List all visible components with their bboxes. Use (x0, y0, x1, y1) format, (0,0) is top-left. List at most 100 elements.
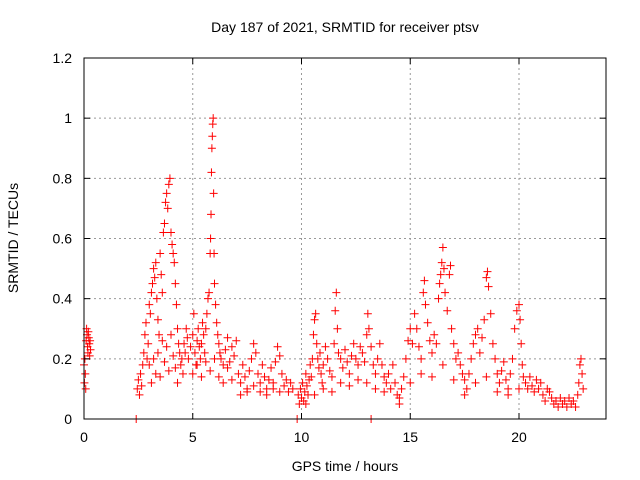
data-point (168, 240, 177, 249)
y-tick-label: 1.2 (53, 50, 73, 66)
data-point (447, 324, 456, 333)
data-point (212, 318, 221, 327)
data-point (554, 402, 563, 411)
data-point (371, 369, 380, 378)
data-point (382, 378, 391, 387)
data-point (486, 309, 495, 318)
data-point (420, 276, 429, 285)
data-point (207, 144, 216, 153)
data-point (206, 234, 215, 243)
y-tick-label: 0 (64, 411, 72, 427)
x-axis-label: GPS time / hours (292, 458, 399, 474)
data-point (399, 372, 408, 381)
data-point (223, 363, 232, 372)
data-point (213, 330, 222, 339)
data-point (449, 375, 458, 384)
data-point (153, 315, 162, 324)
data-point (135, 390, 144, 399)
x-tick-label: 15 (402, 429, 418, 445)
data-point (146, 309, 155, 318)
data-point (153, 348, 162, 357)
data-point (230, 351, 239, 360)
data-point (301, 369, 310, 378)
data-point (469, 339, 478, 348)
data-point (451, 354, 460, 363)
data-point (438, 360, 447, 369)
data-point (173, 324, 182, 333)
data-point (262, 390, 271, 399)
data-point (525, 372, 534, 381)
data-point (354, 360, 363, 369)
data-point (483, 267, 492, 276)
data-point (156, 372, 165, 381)
data-point (565, 393, 574, 402)
data-point (81, 369, 90, 378)
data-point (336, 378, 345, 387)
data-point (321, 342, 330, 351)
data-point (264, 375, 273, 384)
data-point (296, 384, 305, 393)
data-point (351, 354, 360, 363)
data-point (435, 279, 444, 288)
data-point (471, 378, 480, 387)
data-point (227, 342, 236, 351)
data-point (488, 339, 497, 348)
data-point (506, 369, 515, 378)
data-point (156, 249, 165, 258)
data-point (210, 249, 219, 258)
data-point (425, 336, 434, 345)
data-point (256, 378, 265, 387)
y-tick-label: 0.4 (53, 291, 73, 307)
data-point (319, 360, 328, 369)
data-point (200, 348, 209, 357)
data-point (275, 351, 284, 360)
data-point (317, 369, 326, 378)
data-point (209, 189, 218, 198)
data-point (417, 369, 426, 378)
data-point (454, 348, 463, 357)
data-point (499, 357, 508, 366)
data-point (81, 384, 90, 393)
data-point (167, 330, 175, 339)
data-point (331, 306, 340, 315)
data-point (569, 396, 578, 405)
data-point (482, 273, 491, 282)
x-tick-label: 5 (189, 429, 197, 445)
data-point (343, 357, 352, 366)
data-point (456, 360, 465, 369)
data-point (578, 369, 587, 378)
data-point (288, 384, 297, 393)
data-point (341, 345, 349, 354)
data-point (508, 354, 517, 363)
data-point (480, 315, 489, 324)
data-point (384, 369, 393, 378)
data-point (163, 204, 172, 213)
data-point (148, 279, 157, 288)
data-point (238, 360, 247, 369)
data-point (161, 198, 170, 207)
data-point (518, 360, 527, 369)
data-point (160, 219, 169, 228)
data-point (408, 339, 417, 348)
data-point (249, 381, 258, 390)
x-tick-label: 0 (80, 429, 88, 445)
data-point (579, 384, 588, 393)
data-point (275, 387, 284, 396)
data-point (551, 396, 560, 405)
data-point (441, 288, 450, 297)
data-point (210, 279, 219, 288)
data-point (478, 333, 487, 342)
data-point (391, 378, 400, 387)
data-point (517, 339, 526, 348)
data-point (484, 282, 493, 291)
data-point (232, 336, 241, 345)
data-point (162, 189, 171, 198)
data-point (437, 258, 446, 267)
data-point (443, 306, 452, 315)
data-point (251, 348, 260, 357)
data-point (207, 168, 216, 177)
data-point (428, 372, 436, 381)
y-tick-label: 1 (64, 110, 72, 126)
data-point (523, 384, 532, 393)
data-point (310, 315, 319, 324)
